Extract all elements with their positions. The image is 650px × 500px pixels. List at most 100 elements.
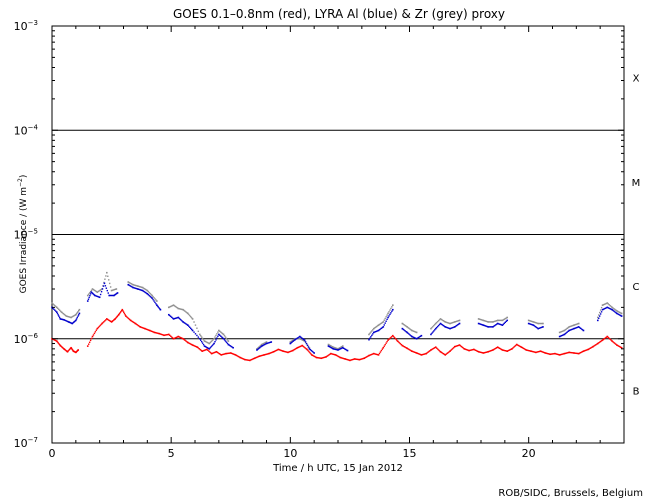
data-point-interp xyxy=(438,323,441,326)
data-point-interp xyxy=(496,347,498,349)
data-point-interp xyxy=(536,351,538,353)
data-point-interp xyxy=(372,329,374,331)
data-point-interp xyxy=(499,323,502,326)
data-point-interp xyxy=(496,323,498,325)
data-point-interp xyxy=(502,319,505,321)
data-point-interp xyxy=(231,353,234,355)
data-point-interp xyxy=(451,322,453,324)
data-point-interp xyxy=(197,330,200,333)
data-point-interp xyxy=(497,347,500,349)
data-point-interp xyxy=(142,290,145,292)
data-point-interp xyxy=(95,329,98,331)
data-point-interp xyxy=(136,285,138,287)
data-point-interp xyxy=(405,330,407,333)
data-point xyxy=(163,334,165,337)
data-point-interp xyxy=(409,349,411,351)
data-point-interp xyxy=(188,325,190,327)
data-point xyxy=(563,352,566,355)
data-point-interp xyxy=(138,288,140,291)
data-point-interp xyxy=(312,351,314,353)
data-point-interp xyxy=(447,327,449,329)
data-point-interp xyxy=(185,340,187,342)
data-point-interp xyxy=(298,338,300,340)
data-point-interp xyxy=(569,329,571,331)
data-point-interp xyxy=(491,326,493,328)
data-point-interp xyxy=(302,339,305,342)
y-tick-exponent: −5 xyxy=(28,228,38,236)
data-point-interp xyxy=(99,324,101,327)
data-point-interp xyxy=(105,319,107,321)
data-point xyxy=(358,358,361,361)
data-point-interp xyxy=(291,340,293,342)
data-point-interp xyxy=(564,329,567,331)
data-point-interp xyxy=(574,327,576,329)
data-point-interp xyxy=(128,318,131,321)
data-point-interp xyxy=(293,338,295,341)
data-point-interp xyxy=(340,357,343,359)
data-point-interp xyxy=(529,350,531,352)
data-point-interp xyxy=(615,309,617,311)
data-point-interp xyxy=(333,348,335,350)
data-point-interp xyxy=(598,314,600,316)
data-point-interp xyxy=(538,322,540,325)
data-point-interp xyxy=(190,343,193,346)
data-point xyxy=(453,326,456,328)
data-point-interp xyxy=(72,315,74,318)
data-point-interp xyxy=(194,345,197,348)
data-point-interp xyxy=(139,286,142,288)
data-point-interp xyxy=(495,347,497,350)
data-point-interp xyxy=(509,349,511,351)
y-axis-label-unit-exp: −2 xyxy=(17,178,24,187)
data-point-interp xyxy=(180,308,182,310)
data-point-interp xyxy=(143,291,146,293)
data-point-interp xyxy=(215,334,217,337)
data-point-interp xyxy=(483,324,486,327)
data-point-interp xyxy=(335,348,337,351)
data-point xyxy=(337,348,339,350)
data-point-interp xyxy=(200,339,202,341)
data-point-interp xyxy=(58,316,61,319)
data-point xyxy=(415,331,418,334)
data-point-interp xyxy=(375,330,378,332)
data-point-interp xyxy=(527,349,529,352)
data-point-interp xyxy=(370,331,372,333)
data-point-interp xyxy=(114,288,117,291)
data-point xyxy=(113,294,115,297)
data-point-interp xyxy=(536,327,538,329)
data-point-interp xyxy=(131,320,134,323)
data-point-interp xyxy=(431,332,433,334)
data-point-interp xyxy=(517,344,519,346)
data-point xyxy=(477,318,480,320)
data-point-interp xyxy=(264,353,266,356)
data-point-interp xyxy=(104,278,106,280)
data-point-interp xyxy=(505,350,507,352)
data-point-interp xyxy=(585,349,588,351)
data-point-interp xyxy=(58,343,60,345)
data-point-interp xyxy=(207,342,210,344)
data-point xyxy=(90,291,93,293)
data-point-interp xyxy=(170,305,173,307)
data-point-interp xyxy=(484,320,486,322)
data-point-interp xyxy=(224,340,227,342)
data-point-interp xyxy=(428,350,430,353)
data-point-interp xyxy=(619,314,621,316)
data-point-interp xyxy=(605,302,608,305)
data-point-interp xyxy=(209,341,211,344)
data-point-interp xyxy=(355,358,358,360)
y-axis-label-main: GOES Irradiance / (W m xyxy=(19,187,29,293)
data-point-interp xyxy=(476,350,479,353)
data-point-interp xyxy=(404,324,406,327)
data-point xyxy=(222,337,225,340)
data-point-interp xyxy=(174,317,177,320)
data-point-interp xyxy=(271,351,274,353)
data-point xyxy=(172,337,175,340)
data-point-interp xyxy=(338,347,340,350)
data-point-interp xyxy=(441,319,444,321)
data-point xyxy=(289,342,292,345)
data-point-interp xyxy=(599,313,602,315)
y-tick-base: 10 xyxy=(14,124,28,137)
data-point-interp xyxy=(201,337,204,340)
data-point-interp xyxy=(386,340,388,343)
data-point-interp xyxy=(140,326,142,328)
data-point xyxy=(596,316,599,319)
